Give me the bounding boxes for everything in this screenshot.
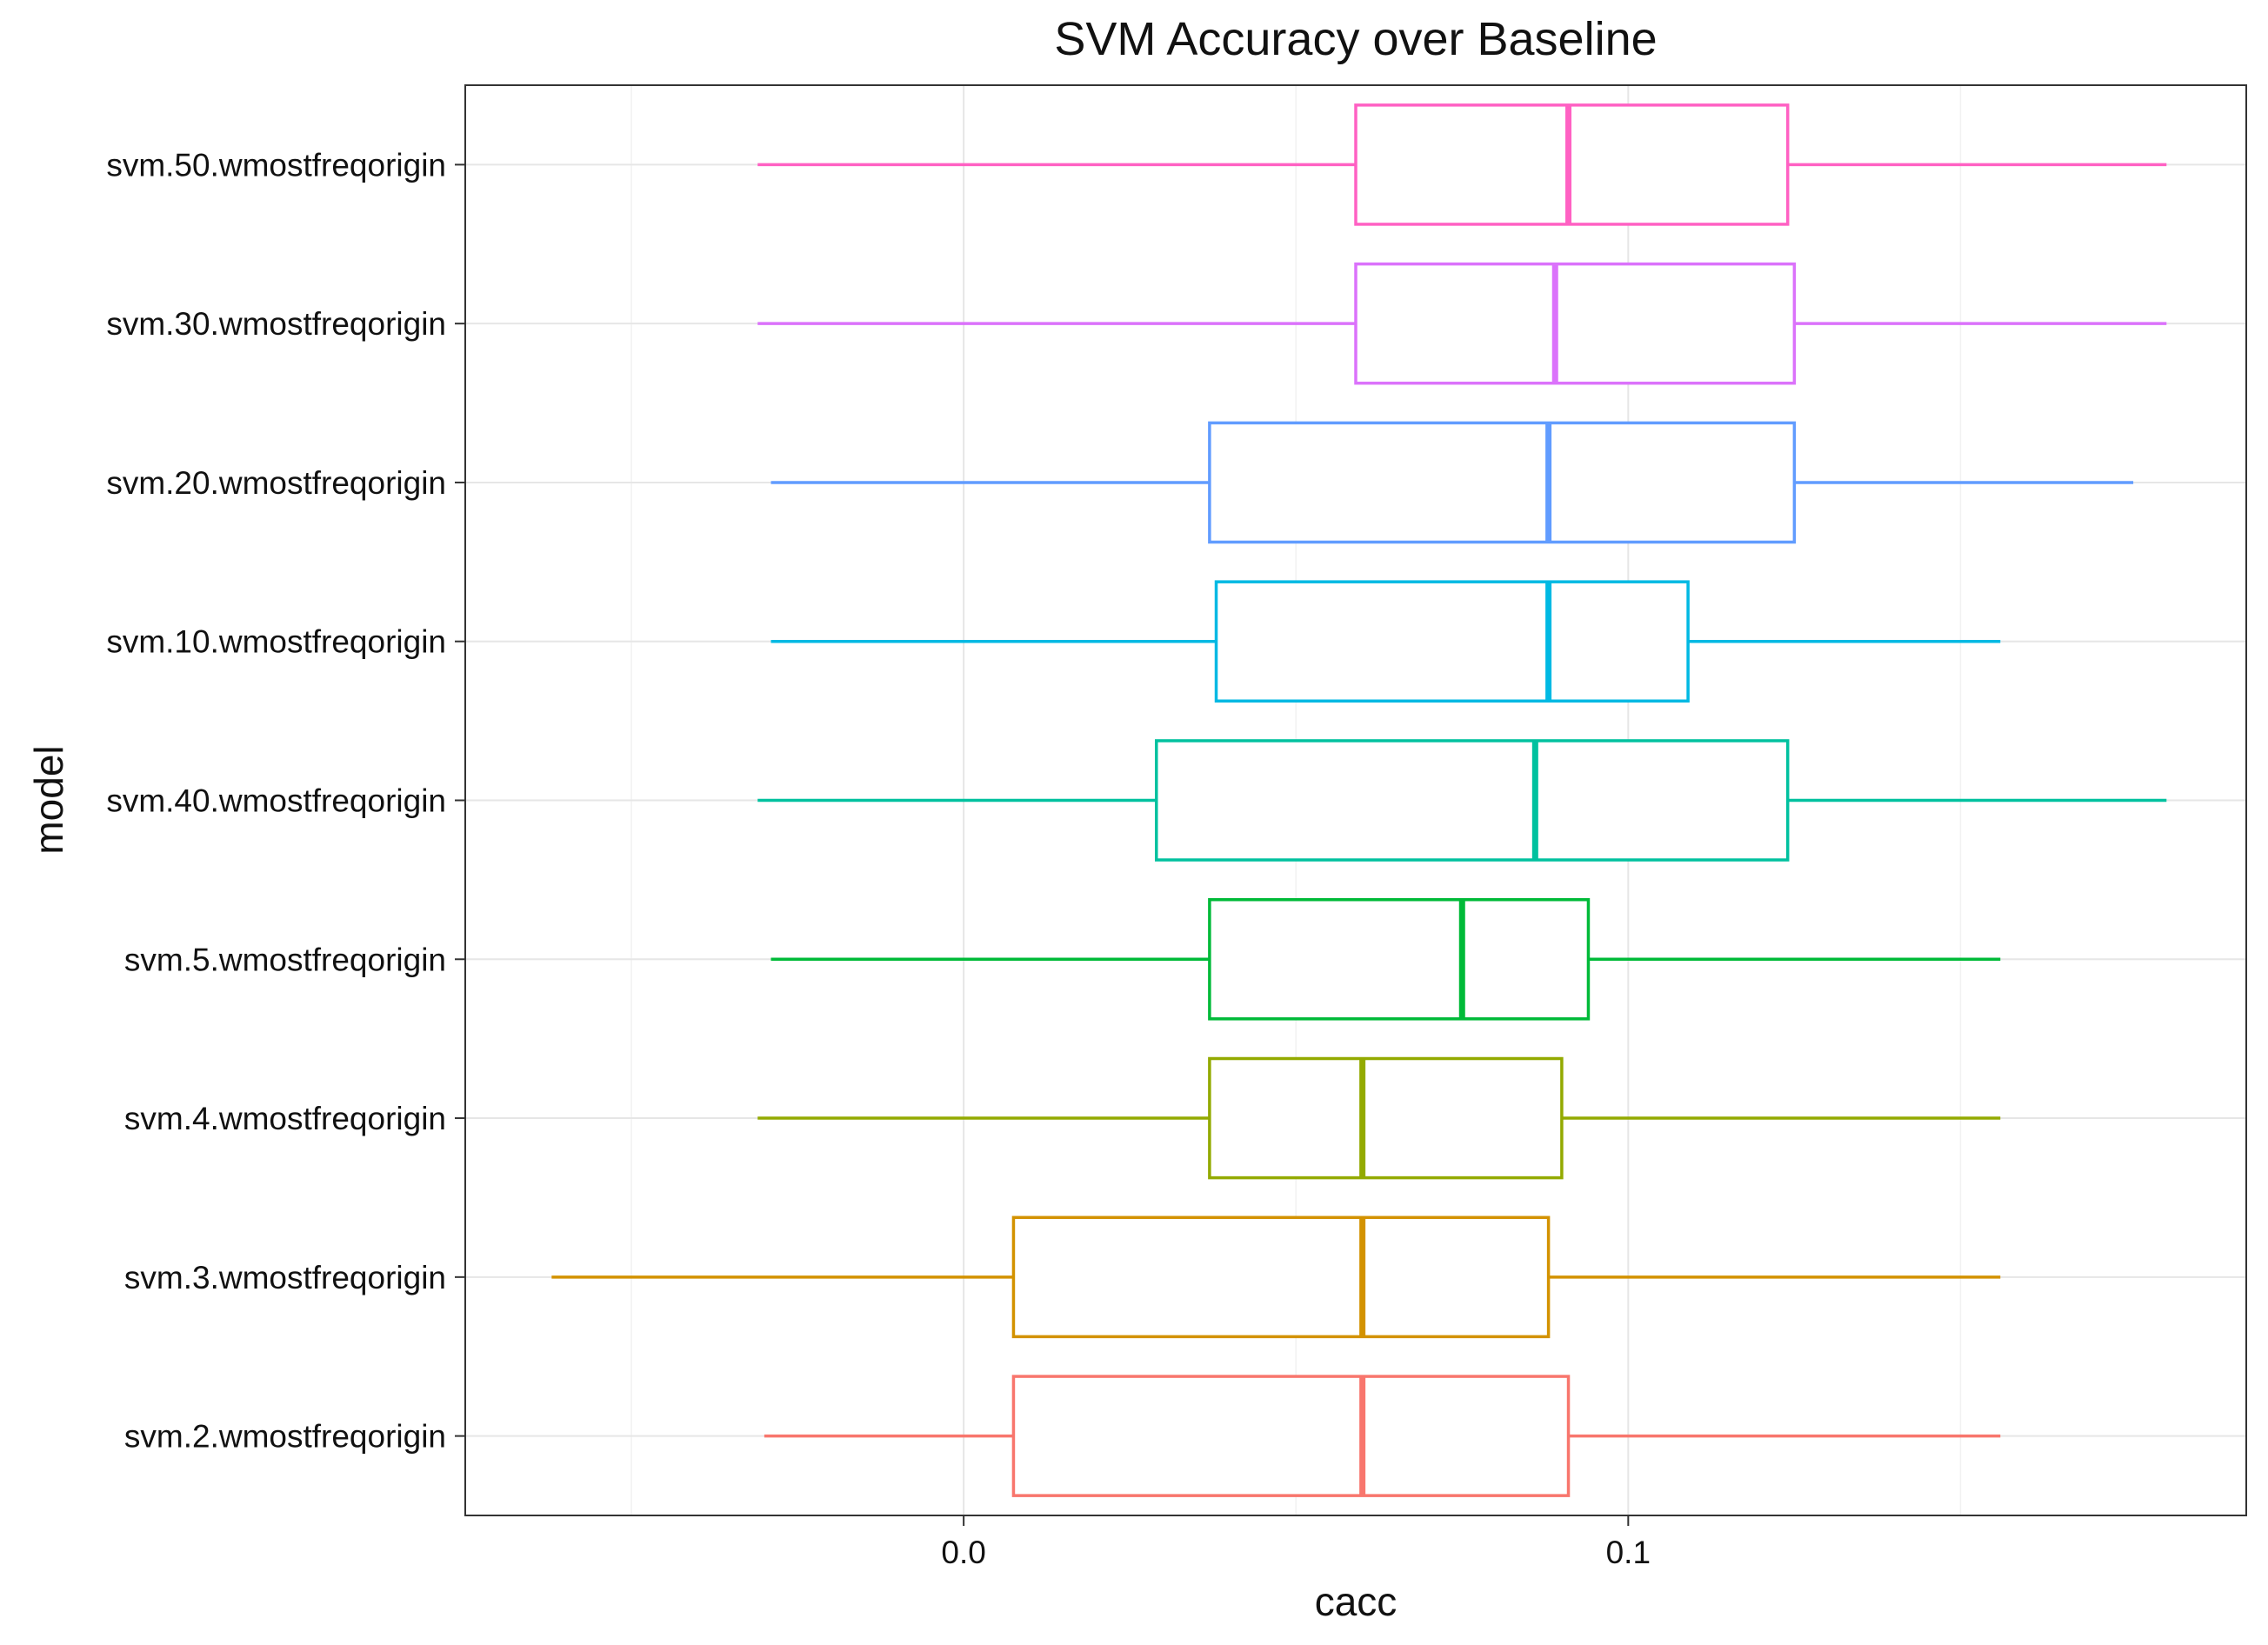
axes: svm.2.wmostfreqorigin svm.3.wmostfreqorig…	[106, 147, 1651, 1570]
box-svm.50.wmostfreqorigin	[757, 103, 2167, 226]
box-svm.5.wmostfreqorigin	[770, 897, 2001, 1021]
iqr-box	[1208, 1056, 1564, 1180]
box-svm.2.wmostfreqorigin	[764, 1375, 2001, 1497]
iqr-box	[1011, 1215, 1551, 1339]
y-tick-label: svm.2.wmostfreqorigin	[124, 1419, 446, 1455]
x-tick-label: 0.0	[941, 1535, 985, 1570]
iqr-box	[1354, 103, 1790, 226]
y-tick-label: svm.50.wmostfreqorigin	[106, 147, 446, 183]
y-tick-label: svm.4.wmostfreqorigin	[124, 1101, 446, 1136]
y-tick-label: svm.10.wmostfreqorigin	[106, 624, 446, 660]
box-svm.40.wmostfreqorigin	[757, 739, 2167, 862]
x-axis-title: cacc	[1315, 1579, 1397, 1624]
box-svm.10.wmostfreqorigin	[770, 580, 2001, 703]
iqr-box	[1154, 739, 1790, 862]
chart-title: SVM Accuracy over Baseline	[1054, 13, 1657, 65]
box-svm.4.wmostfreqorigin	[757, 1056, 2001, 1180]
y-tick-label: svm.40.wmostfreqorigin	[106, 783, 446, 819]
y-tick-label: svm.30.wmostfreqorigin	[106, 306, 446, 342]
y-axis-title: model	[26, 745, 71, 854]
iqr-box	[1354, 262, 1797, 385]
y-tick-label: svm.3.wmostfreqorigin	[124, 1260, 446, 1295]
box-svm.3.wmostfreqorigin	[551, 1215, 2001, 1339]
x-tick-label: 0.1	[1606, 1535, 1651, 1570]
iqr-box	[1208, 897, 1591, 1021]
iqr-box	[1011, 1375, 1571, 1497]
iqr-box	[1214, 580, 1690, 703]
y-tick-label: svm.20.wmostfreqorigin	[106, 465, 446, 501]
y-tick-label: svm.5.wmostfreqorigin	[124, 942, 446, 977]
iqr-box	[1208, 421, 1797, 544]
box-svm.30.wmostfreqorigin	[757, 262, 2167, 385]
boxes	[551, 103, 2167, 1497]
box-svm.20.wmostfreqorigin	[770, 421, 2134, 544]
